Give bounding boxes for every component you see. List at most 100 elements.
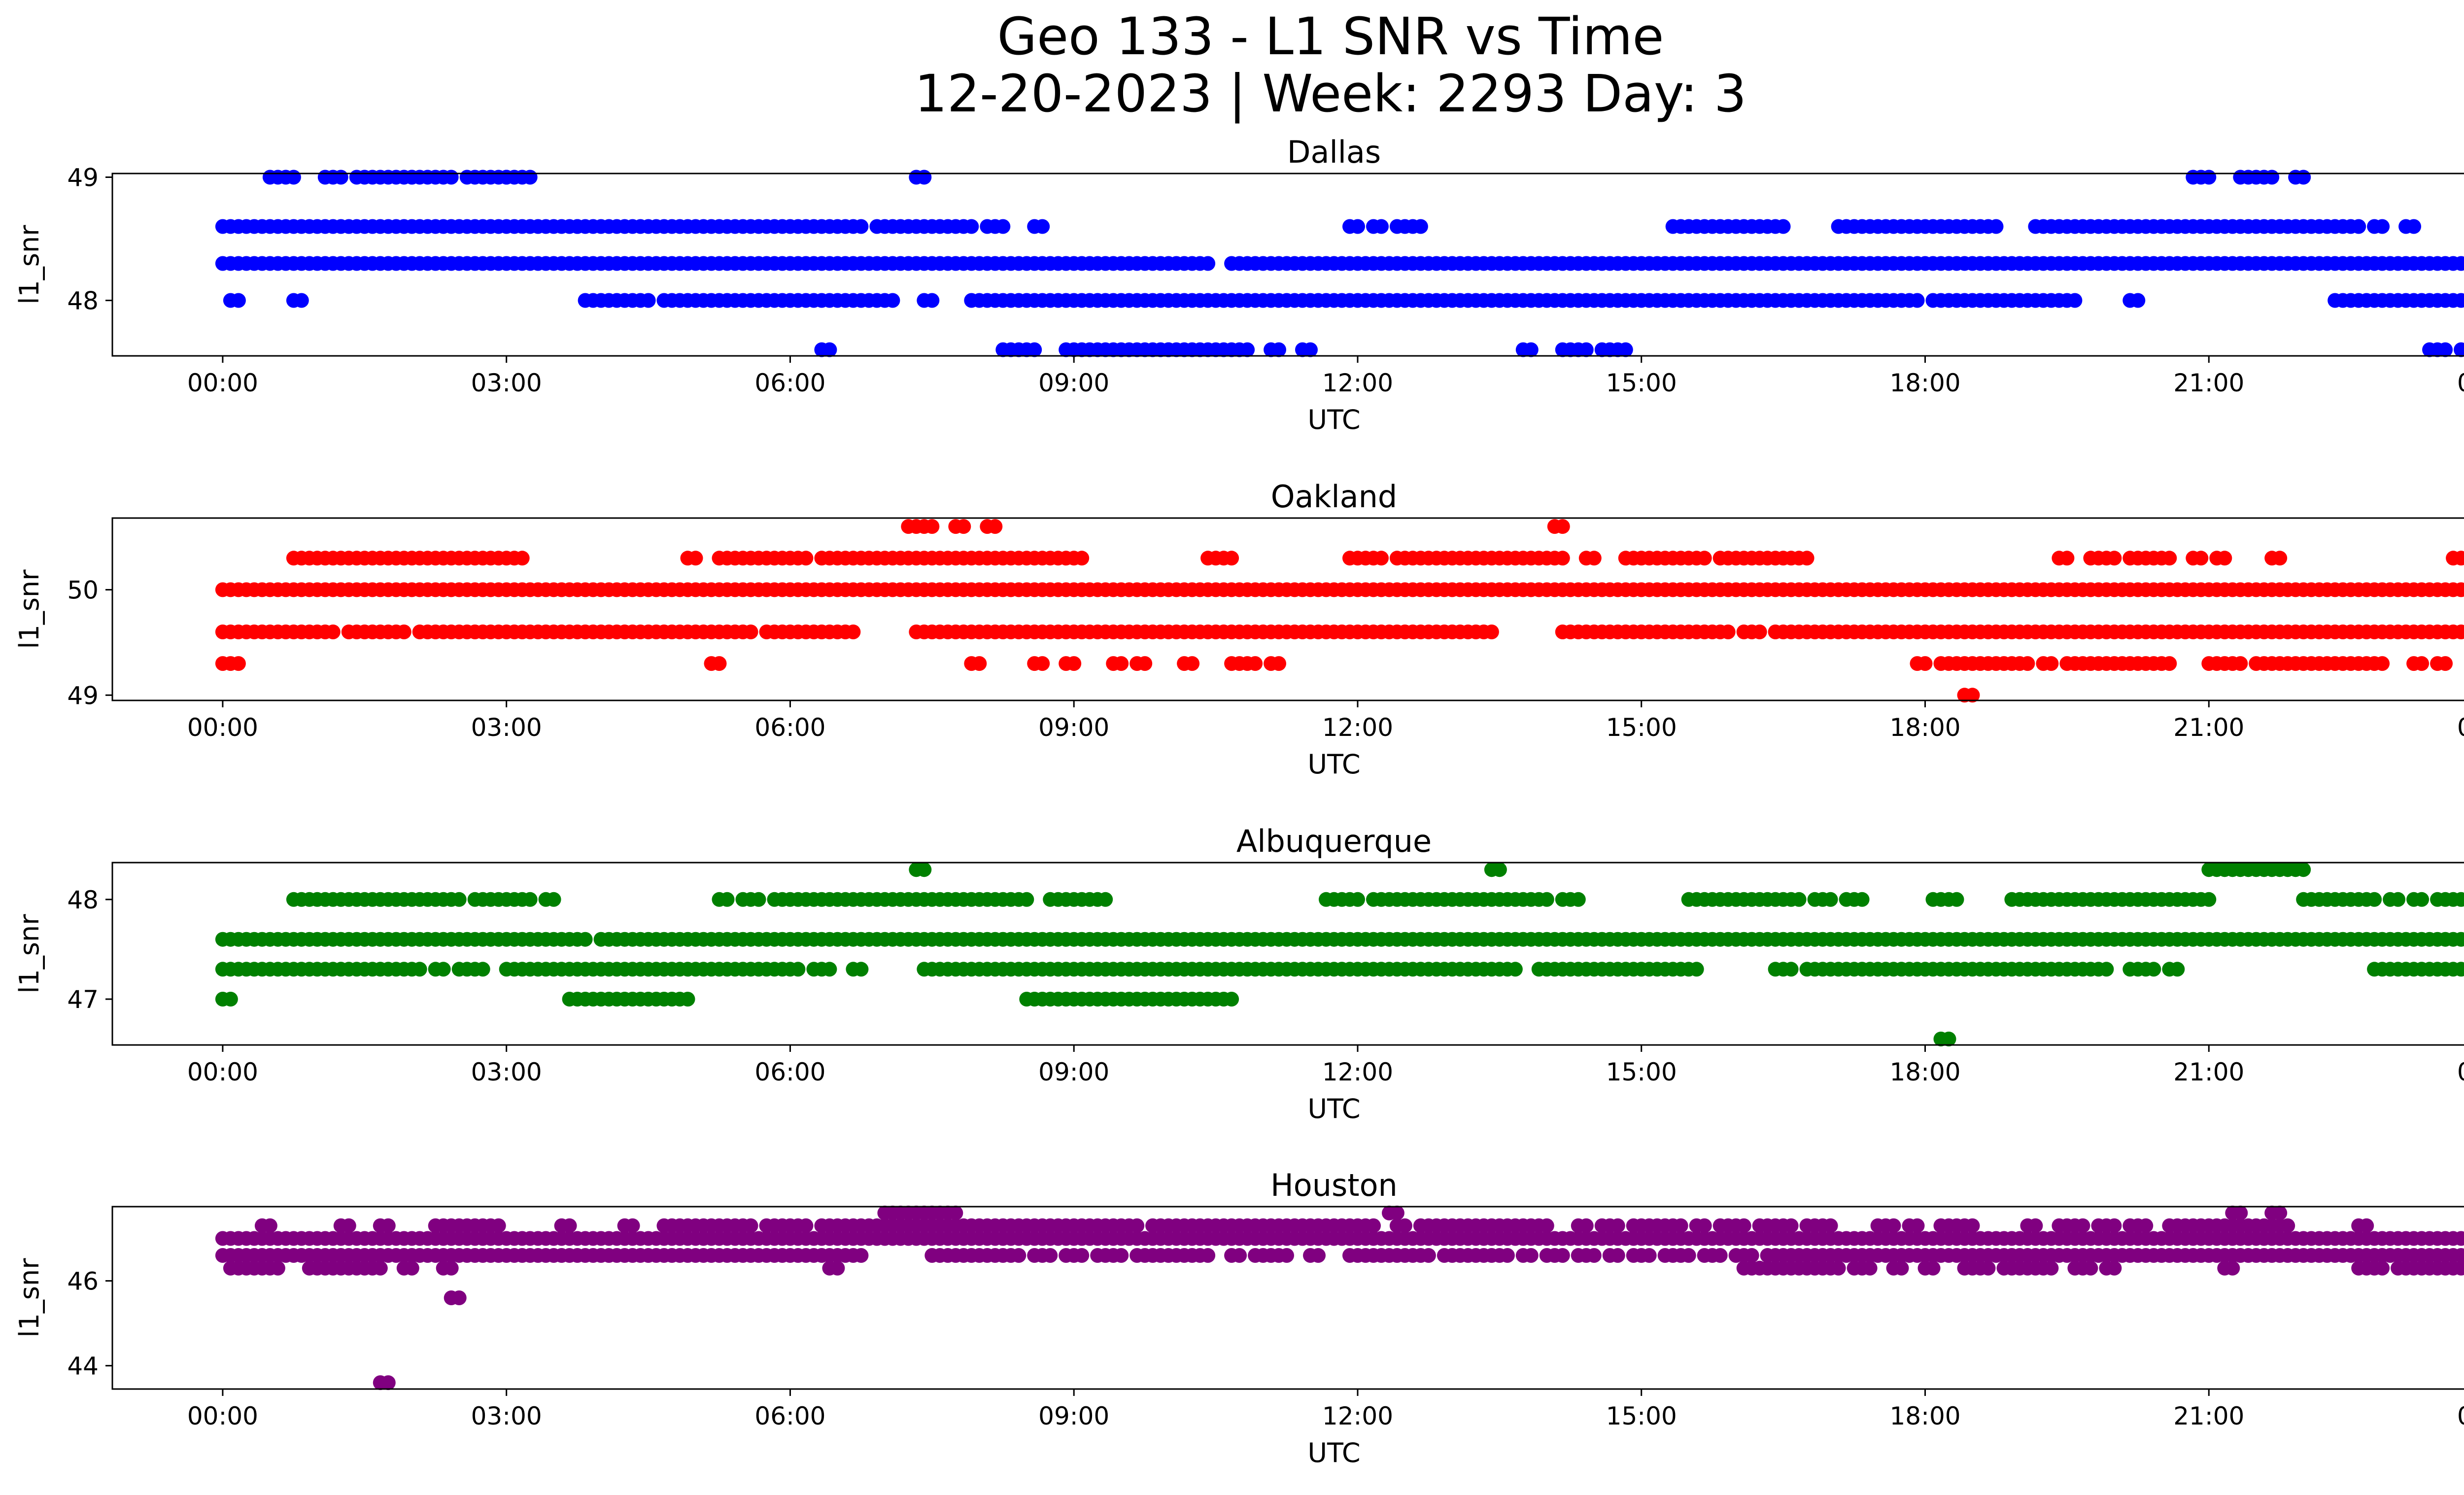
houston-point <box>2375 1260 2390 1276</box>
albuquerque-xtick-label: 18:00 <box>1889 1058 1960 1086</box>
houston-point <box>1965 1218 1980 1233</box>
oakland-point <box>1114 656 1129 671</box>
houston-point <box>830 1260 845 1276</box>
houston-point <box>341 1218 356 1233</box>
houston-xtick-label: 00:00 <box>187 1402 258 1430</box>
oakland-point <box>1137 656 1153 671</box>
dallas-point <box>2454 293 2464 308</box>
houston-xtick-label: 12:00 <box>1322 1402 1393 1430</box>
oakland-point <box>1185 656 1200 671</box>
houston-point <box>1200 1248 1216 1263</box>
subplots: Dallas 00:00 03:00 06:00 09:00 12:00 15:00 18:0… <box>14 134 2464 1468</box>
oakland-point <box>2162 551 2177 566</box>
houston-point <box>1610 1248 1625 1263</box>
dallas-point <box>2296 170 2311 185</box>
houston-point <box>2107 1260 2122 1276</box>
houston-point <box>380 1218 396 1233</box>
houston-ylabel: l1_snr <box>14 1258 45 1338</box>
dallas-point <box>1027 342 1042 357</box>
dallas-point <box>2438 342 2453 357</box>
oakland-point <box>1752 625 1767 639</box>
albuquerque-point <box>680 992 695 1007</box>
houston-point <box>1697 1218 1712 1233</box>
houston-point <box>404 1260 419 1276</box>
dallas-ylabel: l1_snr <box>14 225 45 305</box>
albuquerque-point <box>223 992 238 1007</box>
houston-ytick-label: 44 <box>67 1352 99 1381</box>
oakland-point <box>1965 688 1980 703</box>
houston-point <box>1523 1248 1539 1263</box>
houston-axes-frame <box>111 1206 2464 1390</box>
oakland-point <box>1555 551 1570 566</box>
houston-xtick-label: 21:00 <box>2173 1402 2244 1430</box>
dallas-point <box>2067 293 2083 308</box>
houston-xtick-label: 03:00 <box>471 1402 542 1430</box>
dallas-point <box>641 293 656 308</box>
dallas-point <box>1578 342 1594 357</box>
albuquerque-axes-frame <box>111 862 2464 1046</box>
oakland-point <box>712 656 727 671</box>
houston-point <box>2359 1218 2374 1233</box>
dallas-point <box>1350 219 1365 234</box>
oakland-point <box>1484 625 1499 639</box>
houston-point <box>1578 1218 1594 1233</box>
oakland-point <box>2454 551 2464 566</box>
albuquerque-point <box>451 892 467 907</box>
houston-point <box>1366 1218 1381 1233</box>
houston-point <box>1712 1248 1728 1263</box>
oakland-point <box>2438 656 2453 671</box>
houston-point <box>798 1218 814 1233</box>
houston-point <box>2280 1218 2295 1233</box>
dallas-ytick-label: 48 <box>67 287 99 315</box>
houston-point <box>1011 1248 1027 1263</box>
houston-xtick-label: 09:00 <box>1038 1402 1109 1430</box>
houston-ytick-label: 46 <box>67 1267 99 1296</box>
oakland-ytick-label: 50 <box>67 576 99 604</box>
dallas-point <box>1618 342 1633 357</box>
houston-point <box>444 1260 459 1276</box>
albuquerque-point <box>854 962 869 977</box>
dallas-point <box>885 293 900 308</box>
houston-point <box>270 1260 285 1276</box>
oakland-point <box>2059 551 2075 566</box>
oakland-point <box>1917 656 1933 671</box>
dallas-point <box>1271 342 1286 357</box>
dallas-ytick-label: 49 <box>67 164 99 192</box>
albuquerque-point <box>1507 962 1523 977</box>
houston-point <box>1114 1248 1129 1263</box>
figure-title-line1: Geo 133 - L1 SNR vs Time <box>997 6 1664 67</box>
oakland-point <box>2044 656 2059 671</box>
oakland-point <box>2375 656 2390 671</box>
oakland-xtick-label: 21:00 <box>2173 713 2244 742</box>
dallas-xtick-label: 00:00 <box>2457 369 2464 397</box>
dallas-point <box>2462 344 2464 355</box>
oakland-point <box>924 519 940 534</box>
oakland-points <box>215 519 2464 703</box>
houston-xlabel: UTC <box>1307 1437 1360 1468</box>
albuquerque-point <box>412 962 427 977</box>
houston-point <box>1681 1248 1696 1263</box>
houston-point <box>1642 1248 1657 1263</box>
houston-point <box>2028 1218 2043 1233</box>
albuquerque-xtick-label: 21:00 <box>2173 1058 2244 1086</box>
dallas-xtick-label: 03:00 <box>471 369 542 397</box>
albuquerque-xtick-label: 03:00 <box>471 1058 542 1086</box>
dallas-point <box>924 293 940 308</box>
houston-point <box>1074 1248 1090 1263</box>
albuquerque-point <box>1823 892 1838 907</box>
albuquerque-point <box>1949 892 1964 907</box>
albuquerque-point <box>1539 892 1554 907</box>
houston-title: Houston <box>1270 1167 1398 1203</box>
houston-point <box>1783 1218 1799 1233</box>
oakland-point <box>2414 656 2430 671</box>
oakland-title: Oakland <box>1271 479 1398 515</box>
houston-point <box>1232 1248 1247 1263</box>
albuquerque-point <box>436 962 451 977</box>
oakland-point <box>1555 519 1570 534</box>
oakland-point <box>2454 582 2464 597</box>
houston-point <box>1311 1248 1326 1263</box>
dallas-point <box>1200 256 1216 271</box>
dallas-xtick-label: 15:00 <box>1606 369 1677 397</box>
oakland-point <box>846 625 861 639</box>
oakland-point <box>2462 553 2464 564</box>
